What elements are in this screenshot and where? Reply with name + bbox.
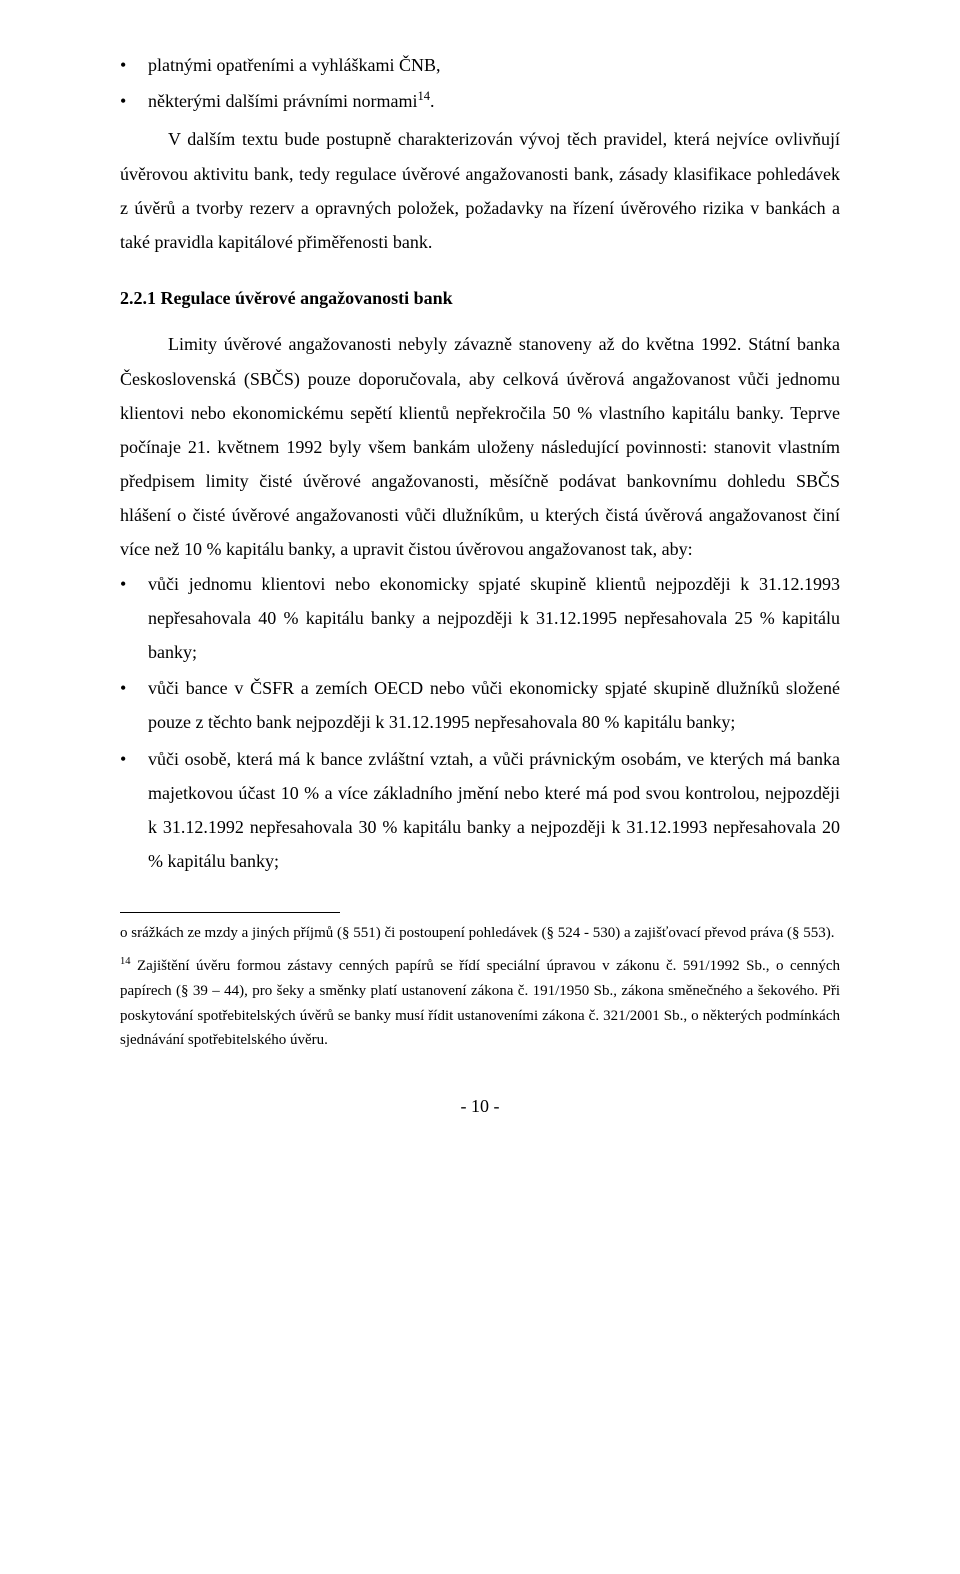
bullet-dot-icon: • [120, 48, 148, 82]
footnote-2-sup: 14 [120, 956, 131, 967]
bullet-top-1-text: některými dalšími právními normami14. [148, 84, 840, 118]
bullet-top-0-text: platnými opatřeními a vyhláškami ČNB, [148, 48, 840, 82]
bullet-main-1: • vůči bance v ČSFR a zemích OECD nebo v… [120, 671, 840, 739]
bullet-main-0-text: vůči jednomu klientovi nebo ekonomicky s… [148, 567, 840, 670]
bullet-main-2-text: vůči osobě, která má k bance zvláštní vz… [148, 742, 840, 879]
bullet-top-1-label: některými dalšími právními normami [148, 91, 417, 111]
paragraph-1: V dalším textu bude postupně charakteriz… [120, 122, 840, 259]
footnote-2-text: Zajištění úvěru formou zástavy cenných p… [120, 958, 840, 1048]
bullet-main-1-text: vůči bance v ČSFR a zemích OECD nebo vůč… [148, 671, 840, 739]
bullet-main-0: • vůči jednomu klientovi nebo ekonomicky… [120, 567, 840, 670]
footnote-1: o srážkách ze mzdy a jiných příjmů (§ 55… [120, 921, 840, 946]
footnote-separator [120, 912, 340, 913]
page-number: - 10 - [120, 1089, 840, 1123]
bullet-top-1-sup: 14 [417, 89, 430, 103]
bullet-top-1-suffix: . [430, 91, 435, 111]
footnote-2: 14 Zajištění úvěru formou zástavy cennýc… [120, 954, 840, 1053]
paragraph-2: Limity úvěrové angažovanosti nebyly záva… [120, 327, 840, 566]
section-heading: 2.2.1 Regulace úvěrové angažovanosti ban… [120, 281, 840, 315]
bullet-top-1: • některými dalšími právními normami14. [120, 84, 840, 118]
bullet-dot-icon: • [120, 567, 148, 670]
bullet-top-0: • platnými opatřeními a vyhláškami ČNB, [120, 48, 840, 82]
bullet-main-2: • vůči osobě, která má k bance zvláštní … [120, 742, 840, 879]
bullet-dot-icon: • [120, 671, 148, 739]
bullet-dot-icon: • [120, 742, 148, 879]
bullet-dot-icon: • [120, 84, 148, 118]
